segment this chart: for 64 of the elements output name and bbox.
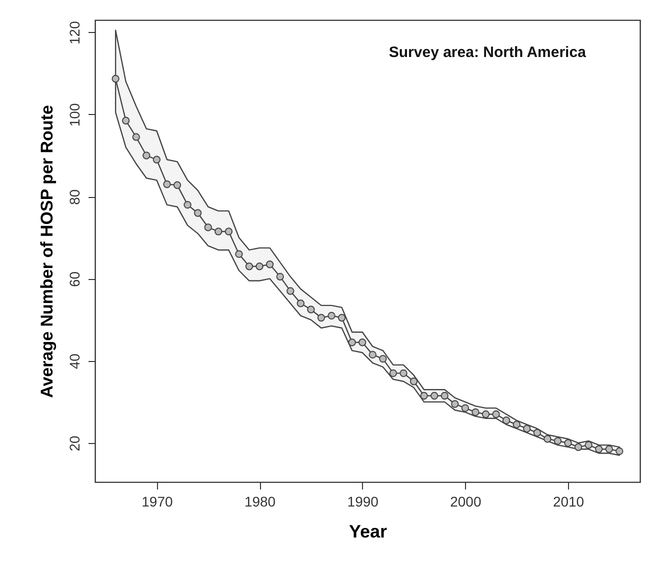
point <box>584 441 592 449</box>
point <box>544 435 552 443</box>
point <box>317 314 326 322</box>
point <box>472 408 480 416</box>
point <box>256 262 264 270</box>
point <box>512 420 520 428</box>
point <box>410 378 418 386</box>
point <box>194 209 202 217</box>
point <box>338 314 346 322</box>
point <box>461 404 470 412</box>
point <box>307 306 315 314</box>
x-tick-label: 2010 <box>552 494 584 510</box>
point <box>430 392 438 400</box>
point <box>235 250 243 258</box>
point <box>214 228 222 236</box>
point <box>616 447 624 456</box>
point <box>451 400 459 408</box>
point <box>564 439 572 447</box>
point <box>266 260 274 268</box>
point <box>286 287 294 295</box>
point <box>142 152 150 160</box>
y-tick-label: 100 <box>66 103 82 127</box>
point <box>482 410 490 418</box>
annotation: Survey area: North America <box>388 44 587 61</box>
x-tick-label: 1970 <box>142 494 173 510</box>
point <box>368 350 376 359</box>
point <box>574 443 582 451</box>
point <box>173 181 182 189</box>
point <box>554 437 562 445</box>
point <box>204 224 212 232</box>
point <box>328 312 336 320</box>
point <box>224 228 233 236</box>
x-tick-label: 1980 <box>244 494 276 510</box>
point <box>348 338 356 346</box>
point <box>152 156 161 164</box>
y-tick-label: 40 <box>66 353 82 370</box>
point <box>492 410 500 418</box>
point <box>440 392 448 400</box>
point <box>245 262 254 270</box>
point <box>358 338 366 346</box>
point <box>605 445 614 453</box>
x-tick-label: 1990 <box>347 494 379 510</box>
point <box>379 354 387 363</box>
point <box>400 369 408 378</box>
point <box>533 428 542 437</box>
y-tick-label: 20 <box>66 435 82 452</box>
y-tick-label: 60 <box>66 271 82 288</box>
point <box>132 133 140 141</box>
x-tick-label: 2000 <box>450 494 482 510</box>
point <box>523 424 531 432</box>
x-axis-title: Year <box>348 522 388 542</box>
point <box>122 116 130 124</box>
point <box>184 200 192 209</box>
y-axis-title: Average Number of HOSP per Route <box>38 105 56 398</box>
point <box>163 180 171 188</box>
point <box>502 416 510 424</box>
point <box>296 300 305 308</box>
y-tick-label: 80 <box>66 189 82 205</box>
point <box>389 369 398 378</box>
point <box>276 272 284 281</box>
point <box>112 74 120 83</box>
y-tick-label: 120 <box>66 20 82 44</box>
point <box>420 392 428 400</box>
point <box>595 445 603 453</box>
